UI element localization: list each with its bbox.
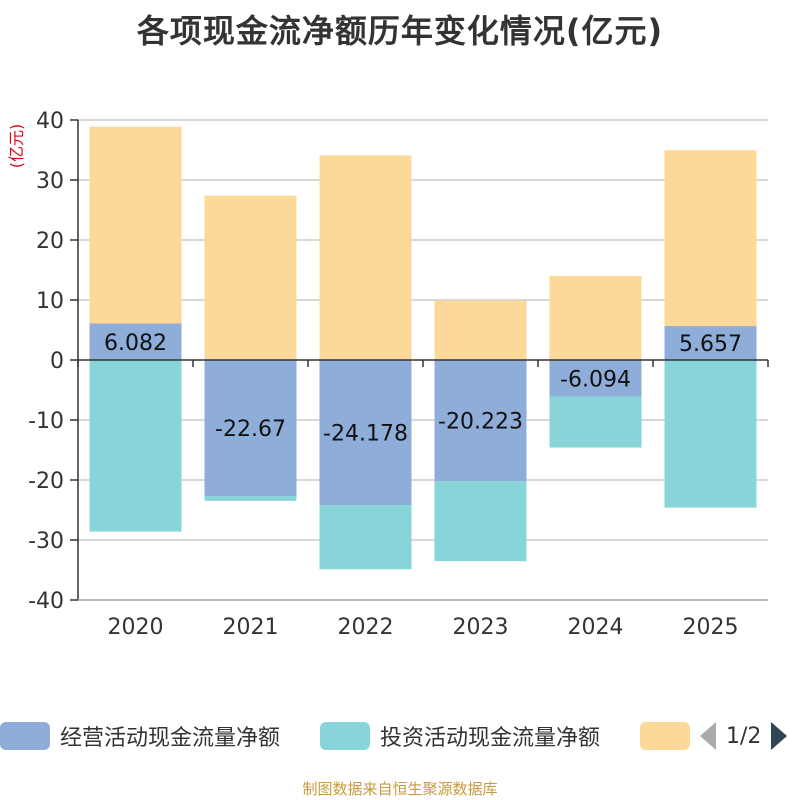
legend-label-investing: 投资活动现金流量净额	[380, 726, 601, 751]
bar-series2-2021[interactable]	[204, 195, 297, 360]
bar-series1-2023[interactable]	[434, 481, 527, 562]
bar-series0-2022[interactable]	[319, 360, 412, 506]
x-tick-label: 2024	[568, 615, 624, 640]
y-tick-label: 10	[36, 289, 64, 314]
data-label-2020: 6.082	[104, 331, 167, 356]
chart-title: 各项现金流净额历年变化情况(亿元)	[136, 12, 664, 50]
pager-prev-icon[interactable]	[700, 722, 716, 750]
data-label-2022: -24.178	[323, 422, 408, 447]
y-tick-label: -30	[28, 529, 64, 554]
data-label-2025: 5.657	[679, 332, 742, 357]
bar-series0-2025[interactable]	[664, 326, 757, 360]
legend-swatch-investing	[320, 722, 370, 750]
y-tick-label: 30	[36, 169, 64, 194]
x-tick-label: 2023	[453, 615, 509, 640]
bar-series2-2024[interactable]	[549, 276, 642, 360]
bar-series2-2023[interactable]	[434, 300, 527, 360]
bar-series1-2025[interactable]	[664, 360, 757, 508]
bar-series0-2024[interactable]	[549, 360, 642, 397]
bar-series0-2021[interactable]	[204, 360, 297, 497]
bar-layer	[89, 126, 757, 570]
x-tick-label: 2025	[683, 615, 739, 640]
axis-layer: 40 30 20 10 0 -10 -20 -30 -40 2020 2021 2022 2023 202…	[28, 109, 769, 640]
data-source-note: 制图数据来自恒生聚源数据库	[302, 780, 498, 798]
chart-area: 40 30 20 10 0 -10 -20 -30 -40 2020 2021 2022 2023 202…	[7, 109, 769, 640]
legend-label-operating: 经营活动现金流量净额	[60, 726, 281, 751]
y-tick-label: -10	[28, 409, 64, 434]
label-layer: 6.082 -22.67 -24.178 -20.223 -6.094 5.657	[104, 331, 742, 447]
x-tick-label: 2022	[338, 615, 394, 640]
bar-series1-2020[interactable]	[89, 360, 182, 532]
data-label-2023: -20.223	[438, 410, 523, 435]
data-label-2021: -22.67	[215, 417, 286, 442]
bar-series1-2021[interactable]	[204, 496, 297, 501]
bar-series2-2022[interactable]	[319, 155, 412, 360]
y-tick-label: 40	[36, 109, 64, 134]
bar-series1-2024[interactable]	[549, 396, 642, 448]
bar-series2-2025[interactable]	[664, 150, 757, 327]
y-tick-label: -40	[28, 589, 64, 614]
data-label-2024: -6.094	[560, 367, 631, 392]
legend-swatch-financing	[640, 722, 690, 750]
legend-swatch-operating	[0, 722, 50, 750]
y-tick-label: 20	[36, 229, 64, 254]
pager-next-icon[interactable]	[771, 722, 788, 750]
x-tick-label: 2021	[223, 615, 279, 640]
legend-pager: 1/2	[700, 716, 788, 756]
bar-series2-2020[interactable]	[89, 126, 182, 324]
pager-page-indicator: 1/2	[726, 723, 762, 749]
bar-series0-2020[interactable]	[89, 323, 182, 360]
legend-item-operating[interactable]: 经营活动现金流量净额	[0, 716, 280, 756]
y-tick-label: -20	[28, 469, 64, 494]
legend-item-financing[interactable]	[640, 716, 700, 756]
legend-item-investing[interactable]: 投资活动现金流量净额	[320, 716, 600, 756]
y-tick-label: 0	[50, 349, 64, 374]
y-axis-label: (亿元)	[7, 124, 26, 169]
legend: 经营活动现金流量净额 投资活动现金流量净额	[0, 716, 800, 756]
bar-series1-2022[interactable]	[319, 505, 412, 570]
bar-series0-2023[interactable]	[434, 360, 527, 482]
x-tick-label: 2020	[108, 615, 164, 640]
